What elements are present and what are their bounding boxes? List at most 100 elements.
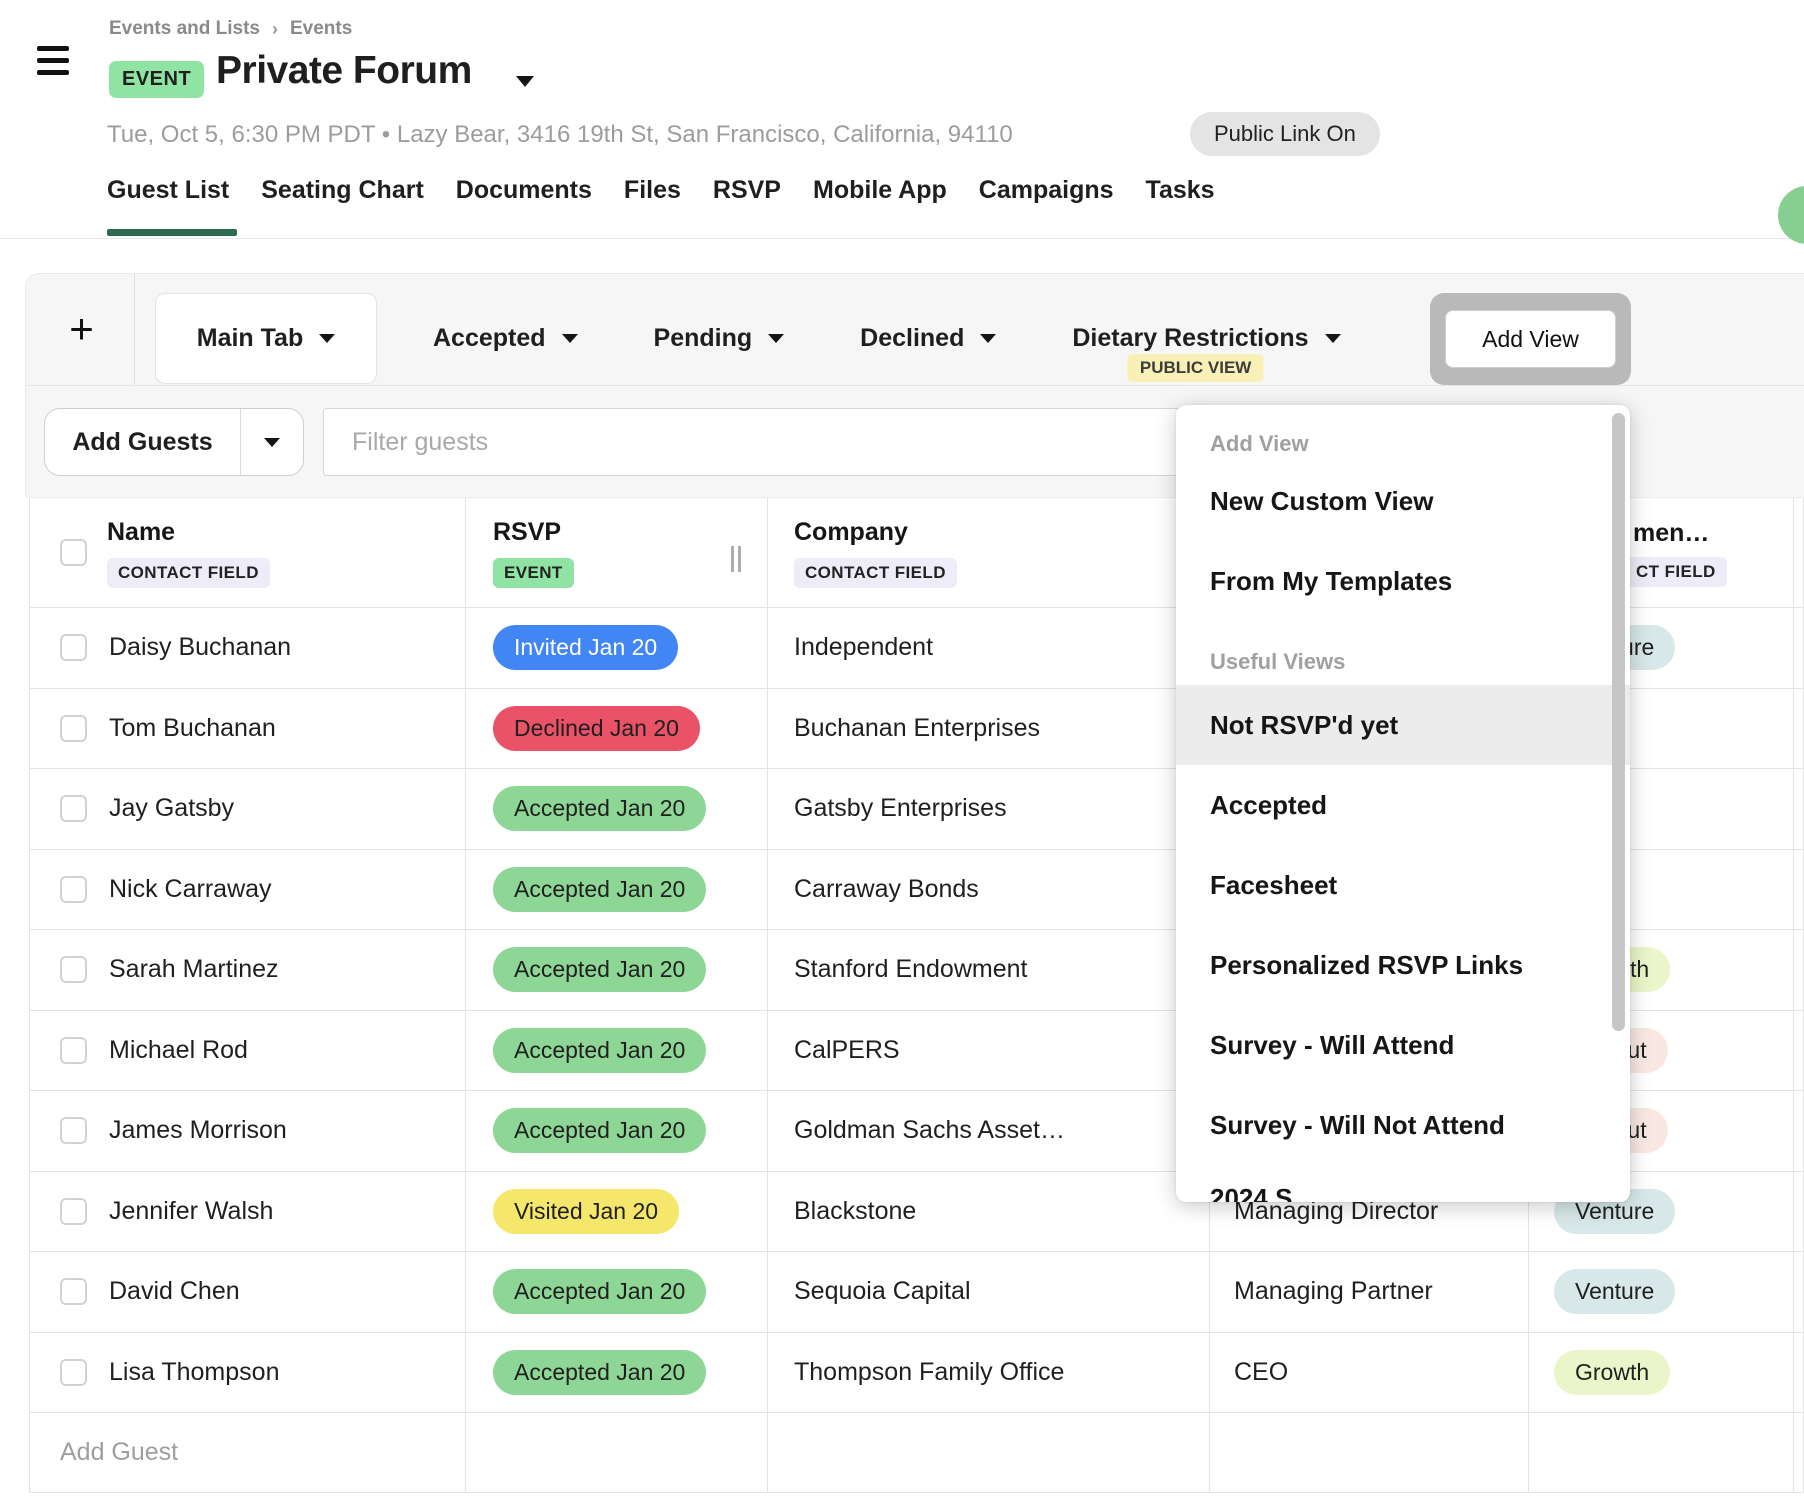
row-checkbox[interactable]	[60, 875, 87, 903]
cell-company: Thompson Family Office	[768, 1332, 1210, 1413]
dropdown-item-survey-will-not-attend[interactable]: Survey - Will Not Attend	[1210, 1109, 1505, 1140]
cell-company: Carraway Bonds	[768, 849, 1210, 930]
cell-name: Tom Buchanan	[30, 688, 466, 769]
cell-name: Michael Rod	[30, 1010, 466, 1091]
cell-rsvp: Accepted Jan 20	[466, 1010, 768, 1091]
row-checkbox[interactable]	[60, 1036, 87, 1064]
rsvp-status-badge[interactable]: Accepted Jan 20	[493, 1269, 707, 1315]
rsvp-status-badge[interactable]: Declined Jan 20	[493, 705, 700, 751]
dropdown-item-personalized-rsvp-links[interactable]: Personalized RSVP Links	[1210, 949, 1524, 980]
dropdown-item-from-my-templates[interactable]: From My Templates	[1210, 565, 1453, 596]
cell-rsvp: Invited Jan 20	[466, 608, 768, 689]
add-guests-dropdown-button[interactable]	[241, 409, 303, 475]
cell-title: CEO	[1210, 1332, 1529, 1413]
view-tab-main-tab[interactable]: Main Tab	[155, 293, 377, 384]
cell-name: Jennifer Walsh	[30, 1171, 466, 1252]
view-tab-dietary-restrictions[interactable]: Dietary Restrictions PUBLIC VIEW	[1034, 293, 1378, 384]
guest-title: Managing Partner	[1234, 1277, 1433, 1306]
dropdown-item-accepted[interactable]: Accepted	[1210, 789, 1328, 820]
cell-name: Sarah Martinez	[30, 930, 466, 1011]
view-tabs-row: Accepted Pending Declined Dietary Restri…	[395, 293, 1379, 384]
dropdown-item-not-rsvpd-yet[interactable]: Not RSVP'd yet	[1176, 685, 1630, 765]
cell-overflow	[1794, 1171, 1804, 1252]
row-checkbox[interactable]	[60, 714, 87, 742]
cell-investment: Growth	[1529, 1332, 1794, 1413]
investment-stage-badge: Venture	[1554, 1269, 1676, 1315]
dropdown-item-survey-will-attend[interactable]: Survey - Will Attend	[1210, 1029, 1455, 1060]
guest-title: CEO	[1234, 1357, 1289, 1386]
view-tab-pending[interactable]: Pending	[616, 293, 823, 384]
investment-stage-badge: Growth	[1554, 1349, 1671, 1395]
view-tab-accepted[interactable]: Accepted	[395, 293, 616, 384]
nav-tab-tasks[interactable]: Tasks	[1145, 176, 1215, 204]
row-checkbox[interactable]	[60, 795, 87, 823]
view-tab-declined[interactable]: Declined	[822, 293, 1034, 384]
add-guests-split-button: Add Guests	[44, 408, 304, 476]
nav-tab-documents[interactable]: Documents	[455, 176, 592, 204]
rsvp-status-badge[interactable]: Accepted Jan 20	[493, 1108, 707, 1154]
rsvp-status-badge[interactable]: Visited Jan 20	[493, 1188, 680, 1234]
column-label-rsvp: RSVP	[493, 517, 562, 546]
cell-company: Blackstone	[768, 1171, 1210, 1252]
cell-company: Buchanan Enterprises	[768, 688, 1210, 769]
column-label-investment-truncated: men…	[1633, 518, 1710, 547]
cell-company: Goldman Sachs Asset…	[768, 1091, 1210, 1172]
add-view-tab-button[interactable]: +	[69, 305, 94, 352]
column-resize-handle[interactable]	[731, 546, 741, 572]
add-guest-empty-cell	[768, 1413, 1210, 1493]
guest-company: Goldman Sachs Asset…	[794, 1116, 1065, 1145]
tab-strip-divider	[25, 385, 1804, 386]
cell-name: Jay Gatsby	[30, 769, 466, 850]
nav-tab-files[interactable]: Files	[623, 176, 681, 204]
rsvp-status-badge[interactable]: Accepted Jan 20	[493, 1027, 707, 1073]
nav-tab-rsvp[interactable]: RSVP	[712, 176, 781, 204]
row-checkbox[interactable]	[60, 956, 87, 984]
contact-field-badge-truncated: CT FIELD	[1625, 556, 1727, 587]
add-guest-empty-cell	[466, 1413, 768, 1493]
nav-tab-mobile-app[interactable]: Mobile App	[813, 176, 947, 204]
guest-name: Tom Buchanan	[109, 713, 276, 742]
help-bubble-button[interactable]	[1778, 186, 1804, 244]
add-guest-empty-cell	[1794, 1413, 1804, 1493]
dropdown-item-clipped[interactable]: 2024 S	[1210, 1183, 1293, 1202]
breadcrumb-events[interactable]: Events	[290, 18, 353, 39]
dropdown-section-useful-views: Useful Views	[1210, 649, 1346, 674]
breadcrumb: Events and Lists › Events	[109, 18, 352, 40]
nav-tab-guest-list[interactable]: Guest List	[107, 176, 230, 204]
cell-name: Nick Carraway	[30, 849, 466, 930]
page-title: Private Forum	[216, 49, 472, 92]
cell-overflow	[1794, 930, 1804, 1011]
rsvp-status-badge[interactable]: Invited Jan 20	[493, 625, 679, 671]
add-view-button[interactable]: Add View	[1445, 310, 1616, 368]
row-checkbox[interactable]	[60, 1117, 87, 1145]
hamburger-menu-icon[interactable]	[37, 46, 69, 80]
cell-rsvp: Accepted Jan 20	[466, 1252, 768, 1333]
contact-field-badge: CONTACT FIELD	[794, 557, 957, 588]
cell-company: Sequoia Capital	[768, 1252, 1210, 1333]
nav-tab-seating-chart[interactable]: Seating Chart	[261, 176, 424, 204]
rsvp-status-badge[interactable]: Accepted Jan 20	[493, 866, 707, 912]
dropdown-scrollbar-thumb[interactable]	[1612, 413, 1625, 1031]
row-checkbox[interactable]	[60, 1197, 87, 1225]
guest-name: Jay Gatsby	[109, 794, 235, 823]
event-type-badge: EVENT	[109, 61, 205, 98]
cell-overflow	[1794, 608, 1804, 689]
view-tab-main-tab-label: Main Tab	[196, 324, 304, 352]
rsvp-status-badge[interactable]: Accepted Jan 20	[493, 947, 707, 993]
add-guests-button[interactable]: Add Guests	[72, 427, 213, 456]
title-dropdown-caret-icon[interactable]	[516, 76, 534, 87]
row-checkbox[interactable]	[60, 1358, 87, 1386]
breadcrumb-events-and-lists[interactable]: Events and Lists	[109, 18, 260, 39]
select-all-checkbox[interactable]	[60, 539, 87, 566]
rsvp-status-badge[interactable]: Accepted Jan 20	[493, 1349, 707, 1395]
row-checkbox[interactable]	[60, 634, 87, 662]
nav-tab-campaigns[interactable]: Campaigns	[978, 176, 1114, 204]
main-navigation: Guest List Seating Chart Documents Files…	[107, 176, 1215, 205]
row-checkbox[interactable]	[60, 1278, 87, 1306]
dropdown-item-facesheet[interactable]: Facesheet	[1210, 869, 1338, 900]
rsvp-status-badge[interactable]: Accepted Jan 20	[493, 786, 707, 832]
add-guest-row[interactable]: Add Guest	[30, 1413, 466, 1493]
event-field-badge: EVENT	[493, 557, 574, 588]
public-link-status-badge[interactable]: Public Link On	[1190, 112, 1380, 156]
dropdown-item-new-custom-view[interactable]: New Custom View	[1210, 485, 1434, 516]
